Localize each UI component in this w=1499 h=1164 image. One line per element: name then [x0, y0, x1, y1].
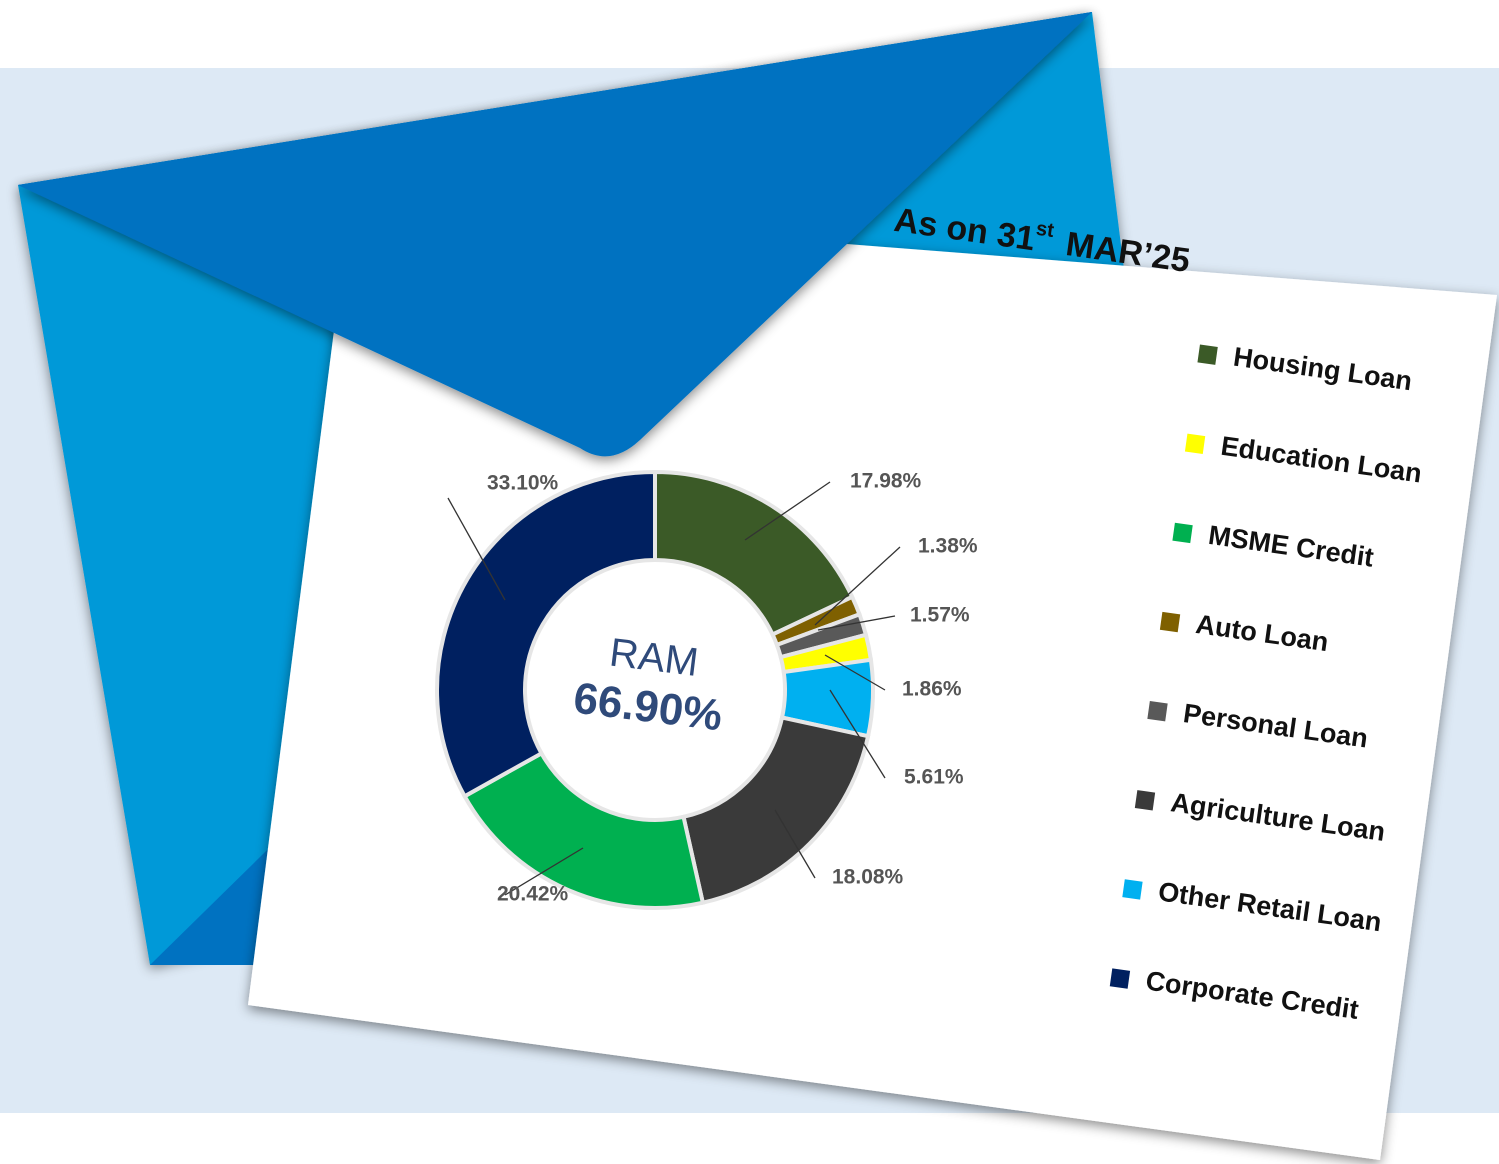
donut-slice: [653, 469, 855, 638]
title-superscript: st: [1035, 218, 1056, 242]
value-label: 33.10%: [487, 472, 559, 495]
donut-slice: [461, 750, 706, 910]
leader-line: [774, 809, 816, 879]
donut-slice: [435, 469, 657, 799]
value-label: 18.08%: [832, 866, 904, 889]
legend-marker: [1159, 611, 1181, 633]
legend-marker: [1197, 344, 1218, 365]
envelope-flap-front: [18, 12, 1092, 457]
value-label: 20.42%: [497, 883, 569, 906]
legend-marker: [1184, 433, 1206, 454]
leader-line: [504, 847, 584, 896]
value-label: 1.57%: [910, 604, 970, 627]
legend-marker: [1122, 879, 1143, 900]
legend-marker: [1172, 522, 1193, 544]
value-label: 17.98%: [850, 470, 922, 493]
value-label: 1.86%: [902, 678, 962, 701]
legend-marker: [1147, 700, 1168, 722]
leader-line: [447, 497, 506, 601]
value-label: 5.61%: [904, 766, 964, 789]
leader-line: [829, 689, 886, 779]
center-label: RAM: [607, 631, 701, 686]
donut: 17.98% 1.38% 1.57% 1.86% 5.61% 18.08% 20.42% 33…: [435, 469, 978, 910]
leader-line: [814, 546, 901, 626]
leader-line: [824, 654, 886, 691]
legend-marker: [1134, 790, 1156, 811]
leader-line: [744, 481, 831, 541]
legend-marker: [1109, 968, 1131, 989]
value-label: 1.38%: [918, 535, 978, 558]
leader-line: [817, 615, 896, 631]
